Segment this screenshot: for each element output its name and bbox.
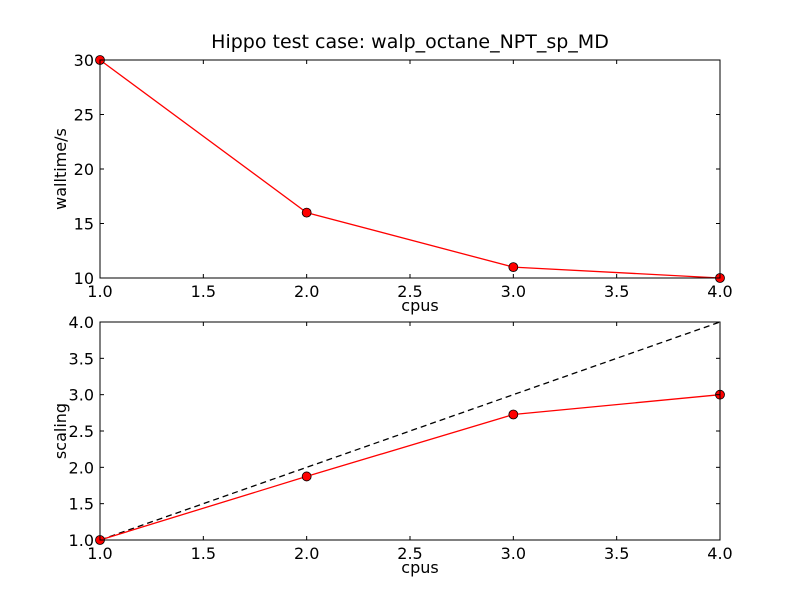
scaling-plot: 1.0 1.5 2.0 2.5 3.0 3.5 4.0 1.0 1.5 2.0 2.5 3.0 3.5 4…	[51, 313, 733, 577]
y-tick-label: 1.0	[69, 531, 94, 550]
x-tick-label: 2.0	[294, 544, 319, 563]
data-point	[301, 207, 312, 218]
x-axis-label: cpus	[401, 296, 438, 315]
plot-frame	[99, 321, 721, 541]
series-1-line	[99, 394, 721, 541]
x-tick-label: 2.5	[397, 544, 422, 563]
y-tick-label: 4.0	[69, 313, 94, 332]
plot-frame	[99, 59, 721, 279]
y-tick-label: 1.5	[69, 495, 94, 514]
y-tick-label: 15	[74, 215, 94, 234]
y-axis-label: walltime/s	[51, 128, 70, 210]
x-tick-label: 2.0	[294, 282, 319, 301]
x-tick-label: 3.0	[501, 282, 526, 301]
y-axis-label: scaling	[51, 403, 70, 459]
x-tick-label: 1.5	[191, 544, 216, 563]
y-tick-label: 20	[74, 160, 94, 179]
x-tick-label: 3.0	[501, 544, 526, 563]
x-tick-label: 4.0	[707, 282, 732, 301]
y-tick-label: 10	[74, 269, 94, 288]
walltime-plot: 1.0 1.5 2.0 2.5 3.0 3.5 4.0 10 15 20 25 30 cpus wallt…	[51, 51, 733, 315]
x-tick-label: 3.5	[604, 282, 629, 301]
x-tick-label: 1.0	[87, 544, 112, 563]
y-tick-label: 3.0	[69, 386, 94, 405]
data-point	[301, 471, 312, 482]
x-tick-label: 3.5	[604, 544, 629, 563]
y-tick-label: 25	[74, 106, 94, 125]
chart-title: Hippo test case: walp_octane_NPT_sp_MD	[211, 31, 609, 53]
x-tick-label: 1.0	[87, 282, 112, 301]
series-0-line	[99, 321, 721, 541]
y-tick-label: 2.0	[69, 458, 94, 477]
x-tick-label: 4.0	[707, 544, 732, 563]
series-0-line	[99, 59, 721, 279]
x-tick-label: 2.5	[397, 282, 422, 301]
y-tick-label: 3.5	[69, 349, 94, 368]
y-tick-label: 30	[74, 51, 94, 70]
data-point	[508, 409, 519, 420]
x-tick-label: 1.5	[191, 282, 216, 301]
data-point	[508, 262, 519, 273]
y-tick-label: 2.5	[69, 422, 94, 441]
x-axis-label: cpus	[401, 558, 438, 577]
